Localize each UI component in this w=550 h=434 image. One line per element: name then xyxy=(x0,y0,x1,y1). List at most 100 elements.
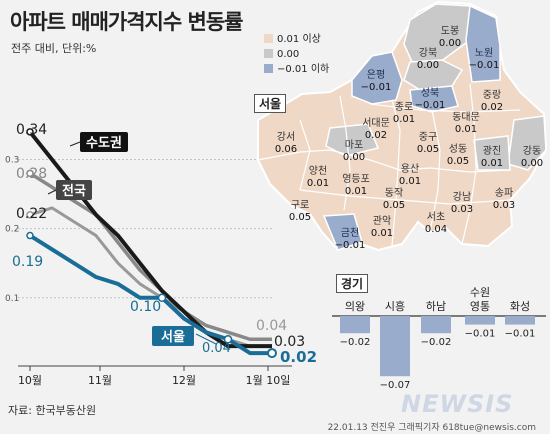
district-value: 0.00 xyxy=(521,158,543,169)
series-start-point xyxy=(26,128,34,136)
district-value: −0.01 xyxy=(361,82,392,93)
y-tick-label: 0.3 xyxy=(5,155,19,165)
legend-item: 0.00 xyxy=(264,47,329,62)
district-name: 마포 xyxy=(345,139,363,151)
bar-category-label: 수원 xyxy=(470,286,490,299)
y-tick-label: 0.1 xyxy=(5,294,19,304)
district-value: 0.01 xyxy=(307,178,329,189)
y-tick-label: 0.2 xyxy=(5,225,19,235)
district-borders xyxy=(257,83,521,247)
district-value: 0.00 xyxy=(439,38,461,49)
bar-category-label: 의왕 xyxy=(345,300,365,313)
x-tick-label: 12월 xyxy=(172,374,196,387)
district-value: 0.02 xyxy=(481,102,503,113)
district-value: 0.04 xyxy=(425,224,447,235)
district-name: 서대문 xyxy=(362,117,390,129)
series-end-label: 0.02 xyxy=(280,348,317,366)
region-north-gray xyxy=(403,3,471,67)
bar-category-label: 하남 xyxy=(426,299,446,313)
series-name-jeonguk-box xyxy=(56,180,92,200)
bar xyxy=(380,316,410,377)
district-name: 도봉 xyxy=(441,25,459,37)
series-start-label: 0.19 xyxy=(12,254,43,270)
series-name-seoul-box xyxy=(152,326,194,346)
series-start-point xyxy=(26,231,34,240)
district-name: 광진 xyxy=(483,145,501,157)
district-name: 서초 xyxy=(427,211,445,223)
district-name: 동대문 xyxy=(452,111,480,123)
district-name: 동작 xyxy=(385,187,403,199)
series-line xyxy=(28,233,272,356)
marked-point xyxy=(223,335,233,344)
series-start-label: 0.22 xyxy=(16,206,47,222)
series-name-seoul-label: 서울 xyxy=(161,329,185,345)
leader-line xyxy=(195,333,217,345)
series-start-label: 0.34 xyxy=(16,122,47,138)
leader-line xyxy=(47,189,57,195)
district-name: 용산 xyxy=(401,163,419,175)
region-geumcheon-blue xyxy=(322,213,363,251)
district-value: 0.03 xyxy=(451,204,473,215)
district-value: 0.05 xyxy=(383,200,405,211)
district-name: 강서 xyxy=(277,131,295,143)
legend-label: −0.01 이하 xyxy=(277,64,330,75)
map-title-text: 서울 xyxy=(259,97,282,111)
district-value: −0.01 xyxy=(415,100,446,111)
x-tick-label: 10월 xyxy=(18,374,42,387)
legend-label: 0.00 xyxy=(277,49,300,60)
legend-label: 0.01 이상 xyxy=(277,34,321,45)
map-title: 서울 xyxy=(254,94,287,113)
district-value: 0.02 xyxy=(365,130,387,141)
district-value: 0.06 xyxy=(275,144,297,155)
district-name: 송파 xyxy=(495,187,513,199)
bar xyxy=(421,316,451,334)
district-value: 0.05 xyxy=(447,156,469,167)
legend-swatch xyxy=(264,34,273,43)
district-name: 강남 xyxy=(453,191,471,203)
district-value: 0.01 xyxy=(371,228,393,239)
series-start-point xyxy=(26,169,34,178)
district-name: 종로 xyxy=(395,101,413,113)
district-value: 0.05 xyxy=(417,144,439,155)
data-source: 자료: 한국부동산원 xyxy=(8,404,97,417)
series-end-label: 0.03 xyxy=(274,334,305,350)
series-end-point xyxy=(267,348,277,359)
district-name: 관악 xyxy=(373,215,391,227)
legend-item: −0.01 이하 xyxy=(264,62,329,77)
gyeonggi-title: 경기 xyxy=(336,274,369,293)
series-name-sudogwon-box xyxy=(80,132,128,152)
gyeonggi-title-text: 경기 xyxy=(341,277,364,291)
district-name: 중구 xyxy=(419,131,437,143)
district-value: 0.00 xyxy=(343,152,365,163)
district-value: 0.01 xyxy=(481,158,503,169)
series-start-label: 0.28 xyxy=(16,166,47,182)
series-name-jeonguk-label: 전국 xyxy=(62,183,86,199)
bar xyxy=(340,316,370,334)
bar-category-label: 영통 xyxy=(470,300,490,313)
district-name: 성북 xyxy=(421,87,439,99)
region-seongbuk-blue xyxy=(409,85,459,113)
district-name: 노원 xyxy=(475,47,493,59)
series-start-point xyxy=(26,211,34,219)
leader-line xyxy=(69,141,81,147)
legend-swatch xyxy=(264,64,273,73)
district-name: 성동 xyxy=(449,143,467,155)
district-name: 금천 xyxy=(341,227,359,239)
bar-value-label: −0.02 xyxy=(421,337,452,348)
region-nowon-blue xyxy=(465,4,501,83)
district-name: 중랑 xyxy=(483,89,501,101)
bar-category-label: 화성 xyxy=(510,300,530,313)
district-value: 0.00 xyxy=(417,60,439,71)
bar-value-label: −0.02 xyxy=(340,337,371,348)
bar xyxy=(505,316,535,325)
district-name: 양천 xyxy=(309,165,327,177)
graphic-credit: 22.01.13 전진우 그래픽기자 618tue@newsis.com xyxy=(327,423,536,433)
legend-swatch xyxy=(264,49,273,58)
bar-category-label: 시흥 xyxy=(385,299,405,313)
district-value: −0.01 xyxy=(335,240,366,251)
page-title: 아파트 매매가격지수 변동률 xyxy=(10,10,243,34)
x-tick-label: 1월 10일 xyxy=(246,373,291,387)
x-tick-label: 11월 xyxy=(88,374,112,387)
